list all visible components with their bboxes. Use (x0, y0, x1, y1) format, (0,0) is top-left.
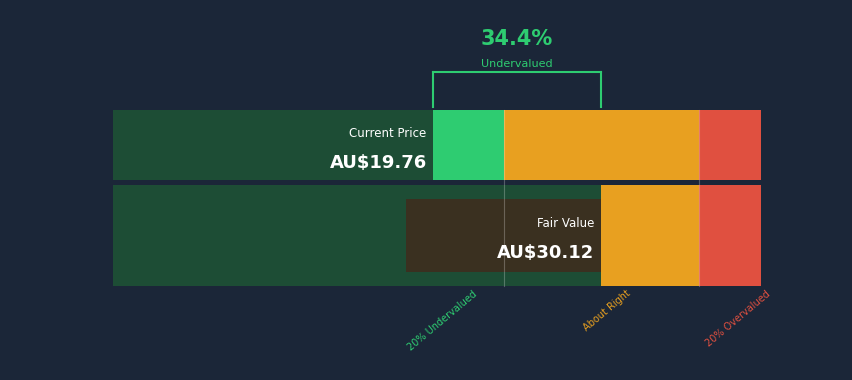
Text: 20% Undervalued: 20% Undervalued (406, 288, 479, 352)
Bar (216, 120, 433, 170)
Text: Current Price: Current Price (349, 127, 426, 140)
Text: 34.4%: 34.4% (481, 28, 553, 49)
Bar (406, 200, 601, 272)
Text: AU$30.12: AU$30.12 (497, 244, 594, 262)
Bar (113, 185, 601, 285)
Text: 20% Overvalued: 20% Overvalued (703, 288, 771, 348)
Text: AU$19.76: AU$19.76 (329, 154, 426, 172)
Bar (113, 180, 760, 185)
Bar (113, 110, 503, 285)
Bar (113, 110, 433, 180)
Bar (503, 110, 698, 285)
Text: Undervalued: Undervalued (481, 59, 552, 69)
Text: About Right: About Right (581, 288, 631, 333)
Text: Fair Value: Fair Value (537, 217, 594, 230)
Bar (698, 110, 760, 285)
